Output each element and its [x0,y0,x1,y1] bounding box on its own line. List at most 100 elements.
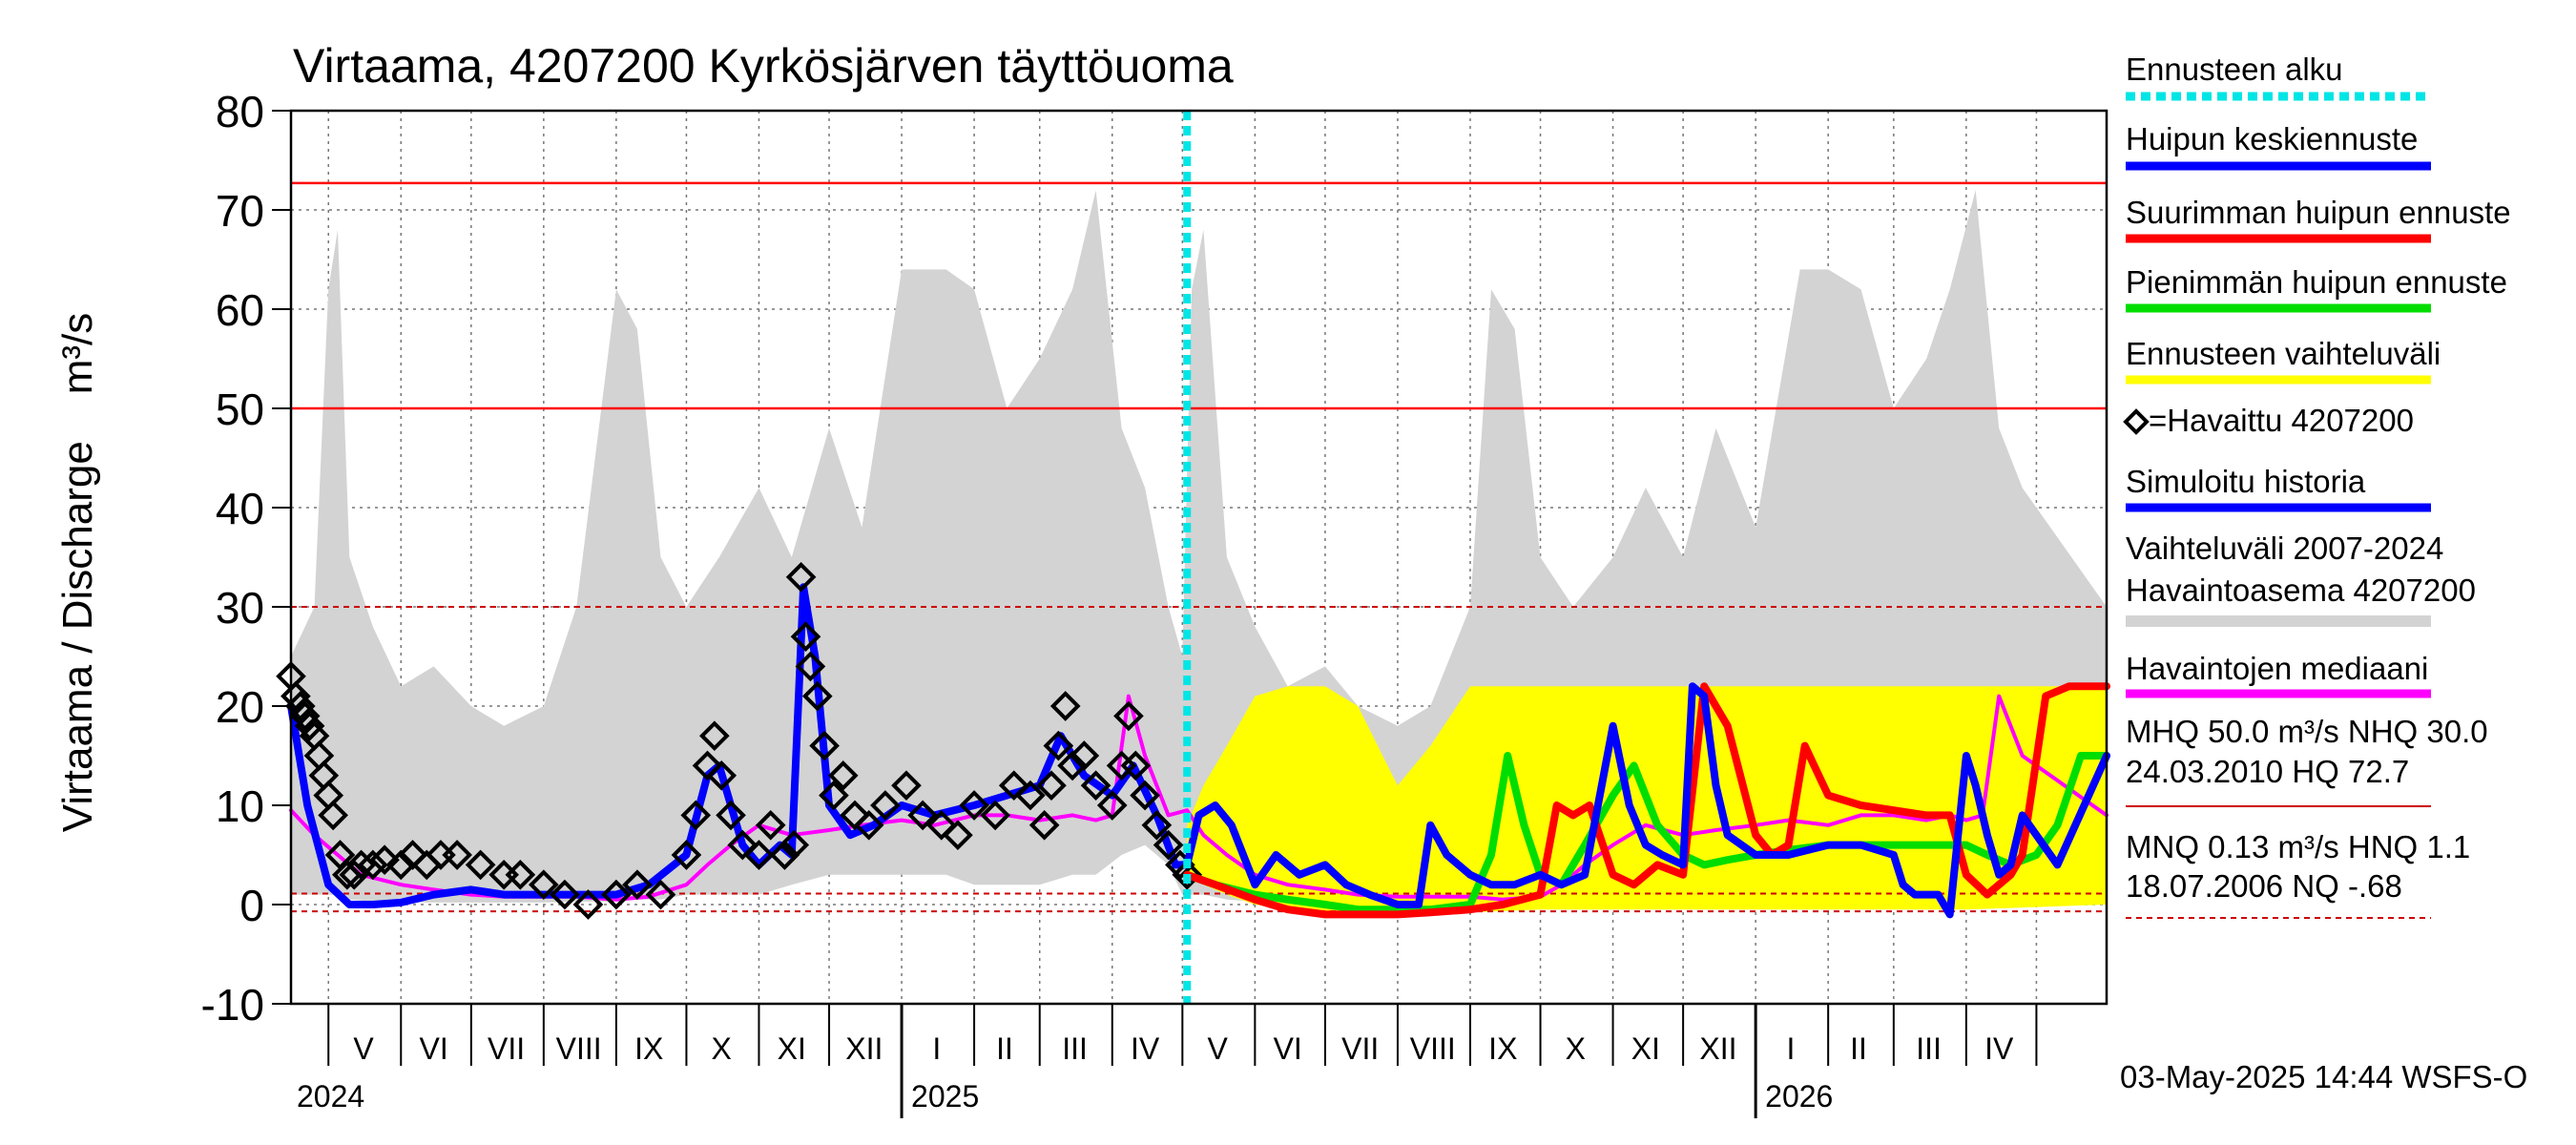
legend-marker [2123,408,2150,435]
month-label: VII [1341,1031,1379,1066]
observed-marker [1096,790,1128,821]
observed-marker [358,849,388,881]
observed-marker [870,790,901,821]
month-label: II [1850,1031,1867,1066]
y-tick-label: 30 [216,583,264,633]
month-label: II [996,1031,1013,1066]
observed-marker [907,800,938,831]
observed-marker [785,561,817,593]
legend-label: Ennusteen vaihteluväli [2126,336,2441,371]
month-label: VIII [1410,1031,1456,1066]
stats-line: 24.03.2010 HQ 72.7 [2126,754,2409,789]
month-label: III [1916,1031,1942,1066]
observed-marker [959,790,989,821]
month-label: I [1786,1031,1795,1066]
y-tick-label: 20 [216,682,264,732]
month-label: I [932,1031,941,1066]
observed-marker [622,869,653,901]
observed-marker [755,809,786,841]
legend-label: Ennusteen alku [2126,52,2343,87]
month-label: VII [488,1031,525,1066]
observed-marker [1106,750,1137,781]
observed-markers [276,561,1203,920]
observed-marker [313,780,344,811]
legend-label: Huipun keskiennuste [2126,121,2418,156]
observed-marker [980,800,1010,831]
y-tick-label: 60 [216,285,264,335]
year-label: 2025 [911,1079,979,1114]
y-tick-label: 80 [216,87,264,136]
observed-marker [426,840,456,870]
legend-label: Havaintojen mediaani [2126,651,2428,686]
legend-label: Havaintoasema 4207200 [2126,572,2476,608]
y-tick-label: 40 [216,484,264,533]
month-label: IX [1488,1031,1517,1066]
month-label: X [712,1031,732,1066]
month-label: V [1207,1031,1228,1066]
observed-marker [529,869,559,901]
month-label: XII [1699,1031,1736,1066]
observed-marker [488,859,519,890]
observed-marker [706,760,737,791]
observed-marker [943,820,973,851]
legend-label: Simuloitu historia [2126,464,2366,499]
observed-marker [1028,809,1060,841]
legend-label: Vaihteluväli 2007-2024 [2126,531,2443,566]
observed-marker [853,809,884,841]
observed-marker [1049,691,1081,721]
plot-border [289,109,2109,1006]
y-tick-label: 70 [216,186,264,236]
month-label: IV [1131,1031,1160,1066]
observed-marker [505,859,536,890]
observed-marker [699,720,730,752]
series-layer [276,111,2110,1004]
observed-marker [572,889,604,920]
legend-label: Pienimmän huipun ennuste [2126,264,2507,300]
observed-marker [1113,700,1144,732]
y-tick-label: 50 [216,385,264,434]
observed-marker [801,680,833,712]
observed-marker [550,879,580,910]
chart-title: Virtaama, 4207200 Kyrkösjärven täyttöuom… [293,39,1234,93]
y-axis-label: Virtaama / Discharge m³/s [54,313,101,832]
observed-marker [1069,740,1100,771]
max-peak-forecast-line [1183,682,2110,919]
observed-marker [465,849,496,881]
observed-marker [369,844,400,876]
observed-marker [645,879,676,910]
month-label: VI [419,1031,447,1066]
y-tick-label: 10 [216,781,264,831]
observed-marker [318,800,348,831]
stats-line: MHQ 50.0 m³/s NHQ 30.0 [2126,714,2488,749]
observed-marker [1080,770,1111,802]
observed-marker [1036,770,1067,802]
stats-line: 18.07.2006 NQ -.68 [2126,868,2402,904]
month-label: V [353,1031,374,1066]
stats-line: MNQ 0.13 m³/s HNQ 1.1 [2126,829,2470,864]
observed-marker [1141,809,1173,841]
month-label: X [1566,1031,1586,1066]
month-label: XI [778,1031,806,1066]
month-label: XII [845,1031,883,1066]
observed-marker [276,660,306,692]
observed-marker [795,651,826,682]
observed-marker [809,730,840,761]
observed-marker [716,800,746,831]
observed-marker [308,760,340,791]
month-label: IX [634,1031,663,1066]
mean-peak-forecast-line [1183,682,2110,919]
observed-marker [790,621,821,653]
observed-marker [827,760,859,791]
observed-marker [345,849,377,881]
legend: Ennusteen alku Huipun keskiennuste Suurimm… [2123,52,2511,919]
observed-marker [779,829,810,861]
y-tick-label: -10 [201,980,264,1030]
month-label: VI [1274,1031,1302,1066]
legend-label: Suurimman huipun ennuste [2126,195,2511,230]
observed-marker [442,840,472,870]
observed-marker [671,840,702,870]
observed-marker [299,720,330,752]
